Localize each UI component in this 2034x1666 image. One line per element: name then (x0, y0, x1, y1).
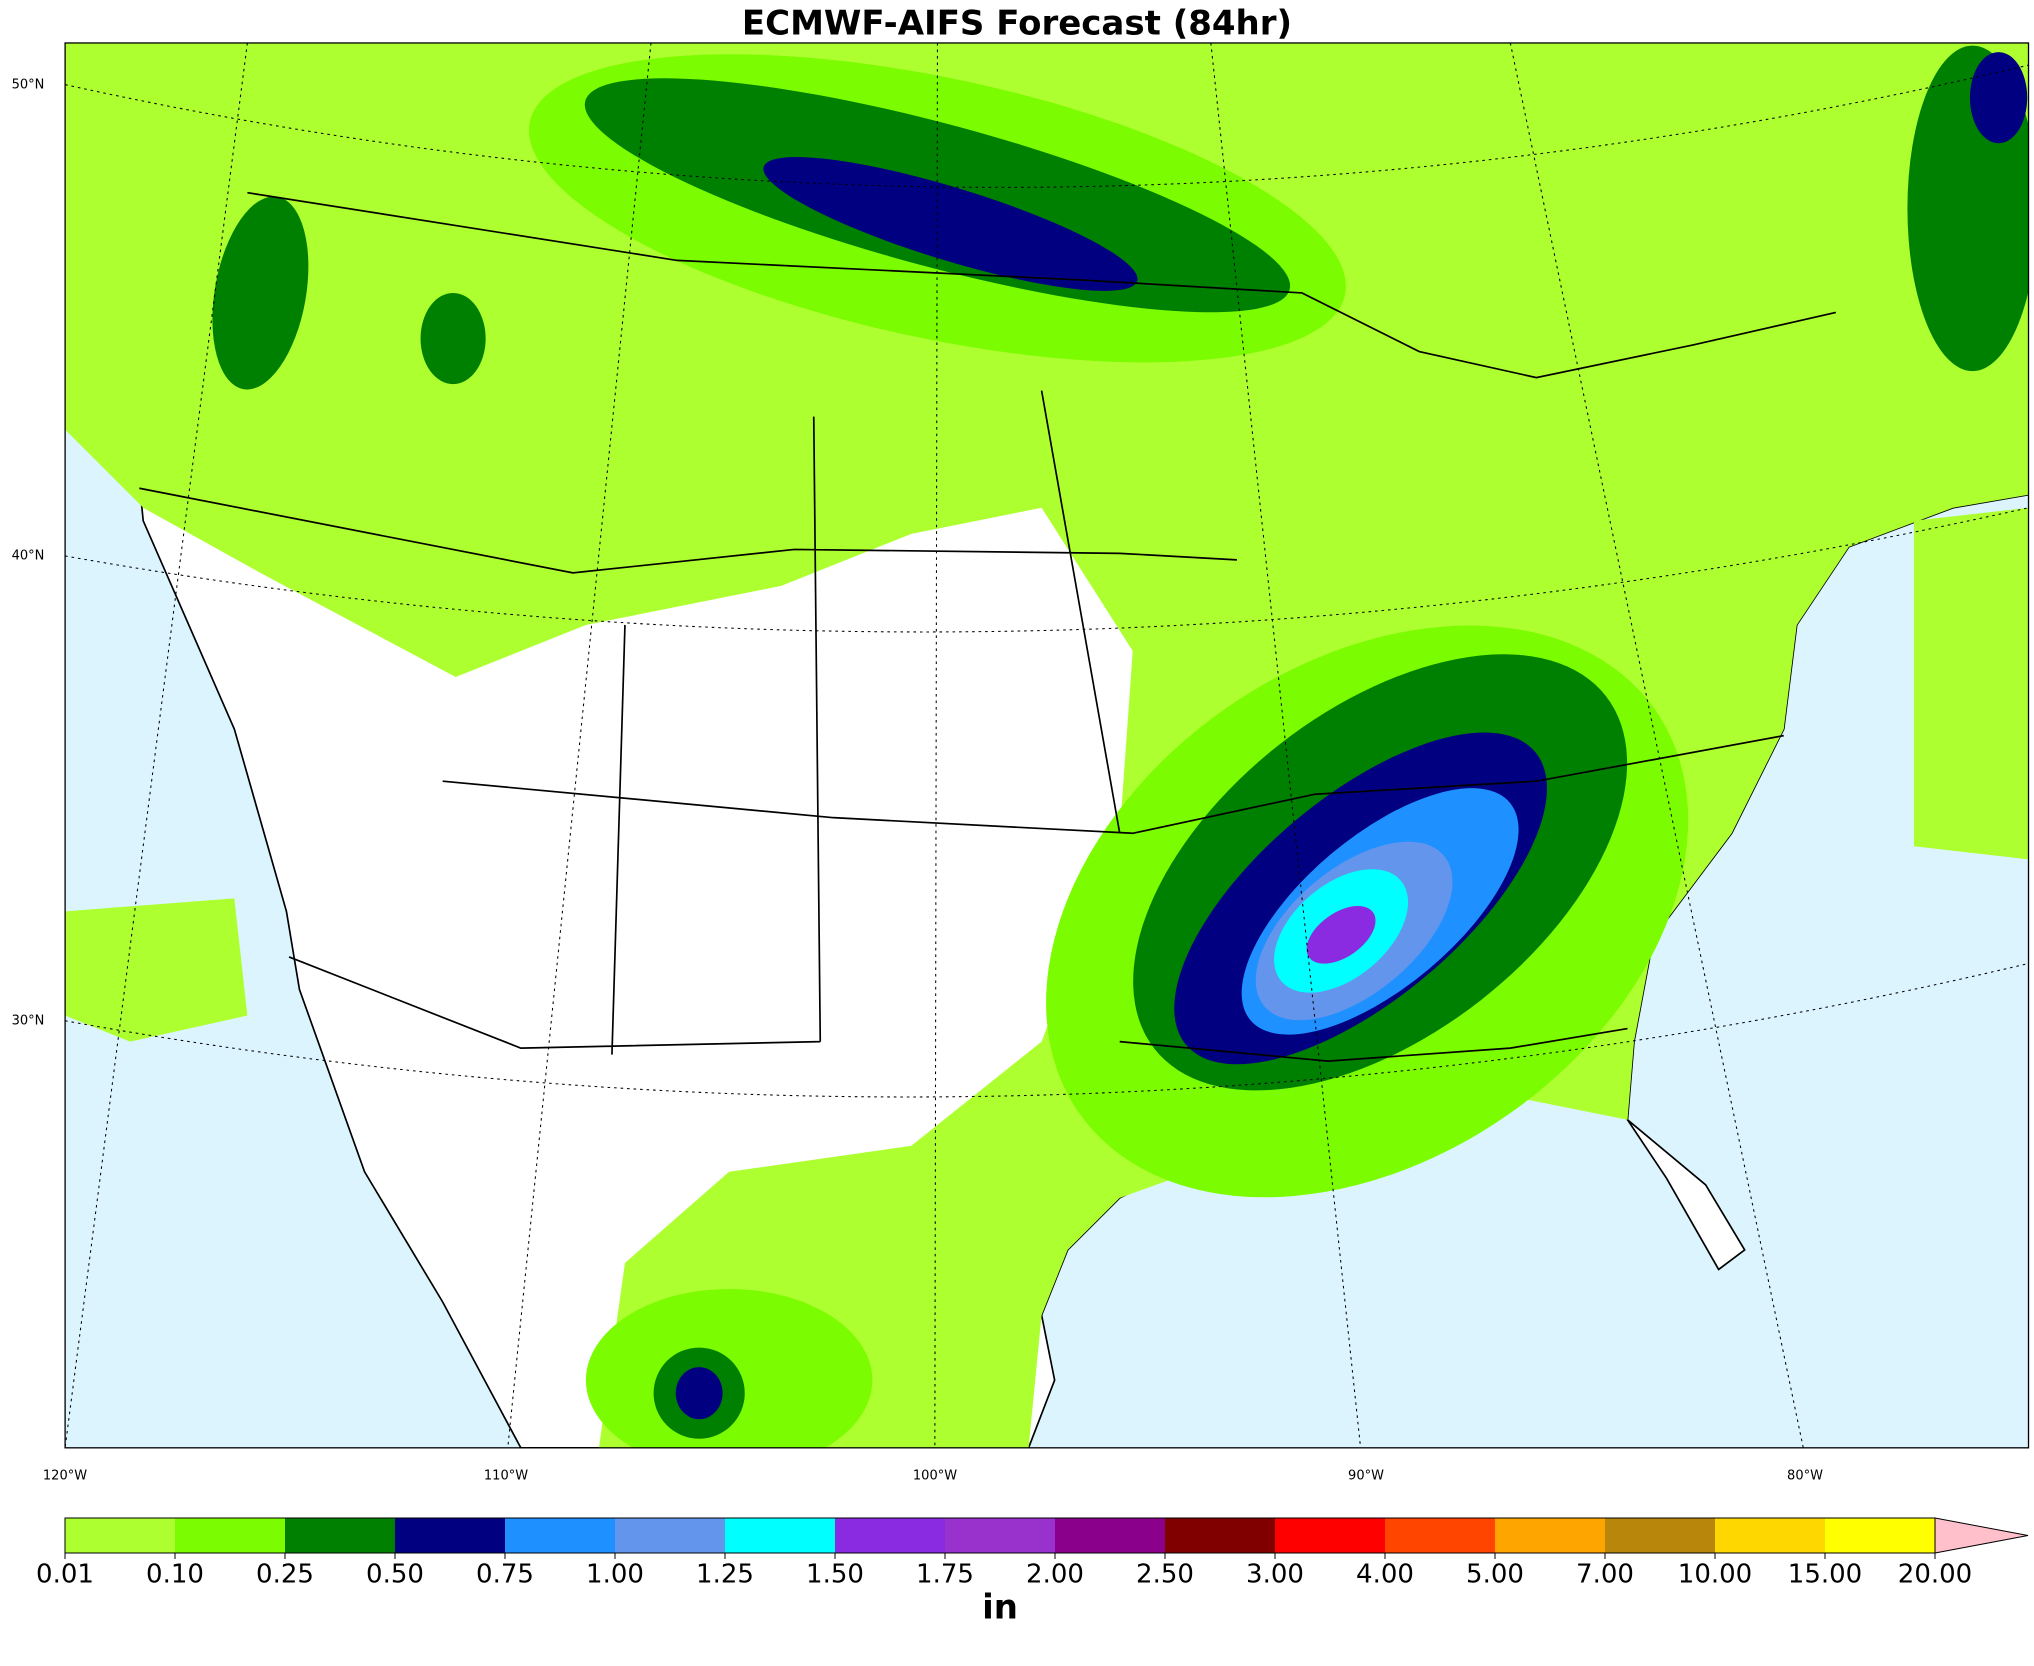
colorbar-tick-label: 1.50 (806, 1560, 864, 1590)
precip-band (675, 1367, 723, 1420)
colorbar-segment (1165, 1518, 1276, 1553)
colorbar-tick-label: 1.25 (696, 1560, 754, 1590)
colorbar-segment (1825, 1518, 1936, 1553)
colorbar-segment (175, 1518, 286, 1553)
colorbar-tick-label: 15.00 (1788, 1560, 1862, 1590)
colorbar-segment (395, 1518, 506, 1553)
colorbar-extend (1934, 1517, 2029, 1554)
colorbar-tick-label: 2.00 (1026, 1560, 1084, 1590)
colorbar-tick-label: 0.50 (366, 1560, 424, 1590)
colorbar-tick-label: 1.00 (586, 1560, 644, 1590)
colorbar-frame (64, 1517, 1936, 1554)
colorbar-segment (1715, 1518, 1826, 1553)
colorbar-segment (65, 1518, 176, 1553)
colorbar-tick-label: 3.00 (1246, 1560, 1304, 1590)
colorbar-tick-label: 20.00 (1898, 1560, 1972, 1590)
colorbar-segment (505, 1518, 616, 1553)
lon-label: 110°W (484, 1469, 528, 1484)
map-frame (64, 42, 2030, 1449)
precip-band (763, 157, 1138, 291)
colorbar-segment (1275, 1518, 1386, 1553)
colorbar-segment (1495, 1518, 1606, 1553)
lon-label: 100°W (913, 1469, 957, 1484)
colorbar-tick-label: 0.75 (476, 1560, 534, 1590)
lon-label: 120°W (43, 1469, 87, 1484)
colorbar-segment (725, 1518, 836, 1553)
colorbar-tick-label: 0.10 (146, 1560, 204, 1590)
lon-label: 80°W (1787, 1469, 1823, 1484)
precip-band (1306, 906, 1376, 964)
colorbar-unit: in (982, 1588, 1018, 1628)
colorbar-tick-label: 5.00 (1466, 1560, 1524, 1590)
colorbar-segment (615, 1518, 726, 1553)
colorbar-tick-label: 1.75 (916, 1560, 974, 1590)
map (64, 42, 2030, 1449)
colorbar-segment (1055, 1518, 1166, 1553)
colorbar-tick-label: 10.00 (1678, 1560, 1752, 1590)
precip-band (212, 196, 309, 390)
precip-light (65, 42, 2029, 1448)
title: ECMWF-AIFS Forecast (84hr) (742, 4, 1292, 44)
colorbar-segment (835, 1518, 946, 1553)
lat-label: 40°N (12, 549, 45, 564)
colorbar-tick-label: 4.00 (1356, 1560, 1414, 1590)
borders (139, 191, 1837, 1062)
precip-band (1969, 52, 2028, 144)
colorbar-tick-label: 2.50 (1136, 1560, 1194, 1590)
colorbar-segment (1385, 1518, 1496, 1553)
colorbar: 0.01 0.10 0.25 0.50 0.75 1.00 1.25 1.50 1.75 2.00… (36, 1517, 2029, 1590)
colorbar-tick-label: 0.25 (256, 1560, 314, 1590)
colorbar-segment (945, 1518, 1056, 1553)
precip-band (420, 292, 486, 385)
lat-label: 50°N (12, 78, 45, 93)
graticule (65, 42, 2029, 1448)
lon-label: 90°W (1348, 1469, 1384, 1484)
colorbar-segment (285, 1518, 396, 1553)
lat-label: 30°N (12, 1014, 45, 1029)
colorbar-tick-label: 0.01 (36, 1560, 94, 1590)
colorbar-segment (1605, 1518, 1716, 1553)
colorbar-tick-label: 7.00 (1576, 1560, 1634, 1590)
